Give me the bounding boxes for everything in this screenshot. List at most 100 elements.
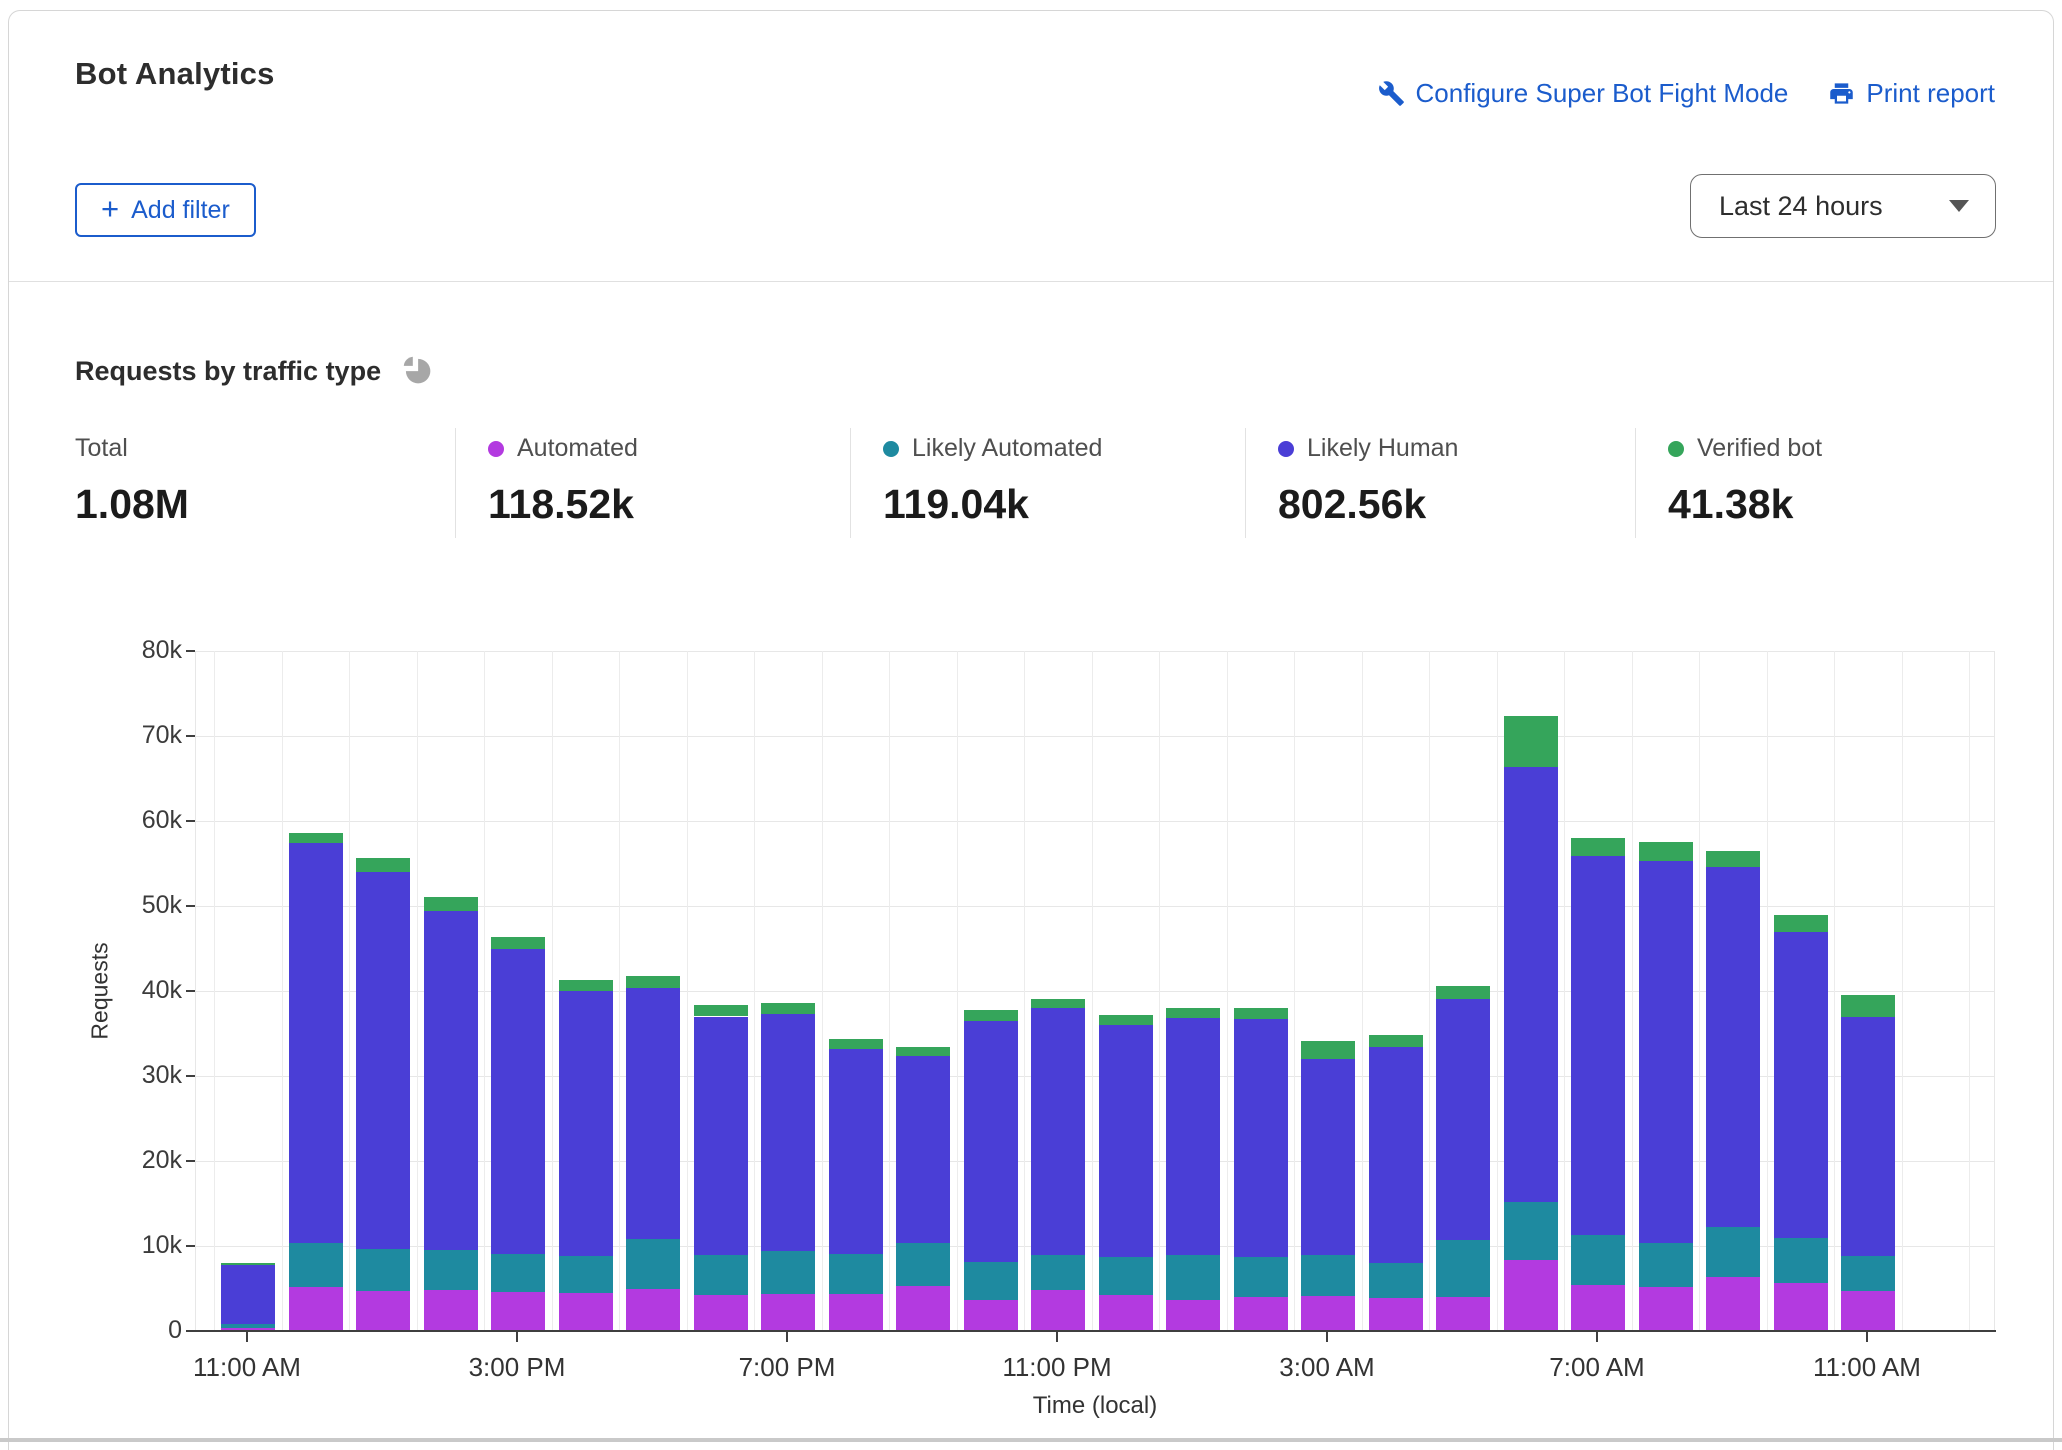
bar-segment-automated[interactable] <box>491 1292 545 1331</box>
bar-segment-automated[interactable] <box>424 1290 478 1331</box>
bar-segment-likely-human[interactable] <box>356 872 410 1249</box>
bar-segment-likely-automated[interactable] <box>491 1254 545 1292</box>
bar-segment-likely-human[interactable] <box>1234 1019 1288 1257</box>
bar-segment-verified-bot[interactable] <box>559 980 613 991</box>
bar-segment-verified-bot[interactable] <box>1166 1008 1220 1018</box>
bar-segment-automated[interactable] <box>1706 1277 1760 1331</box>
bar-segment-verified-bot[interactable] <box>221 1263 275 1265</box>
bar-segment-likely-human[interactable] <box>896 1056 950 1242</box>
bar-segment-likely-automated[interactable] <box>1706 1227 1760 1277</box>
bar-segment-automated[interactable] <box>761 1294 815 1331</box>
bar-segment-automated[interactable] <box>1639 1287 1693 1331</box>
bar-segment-likely-human[interactable] <box>1301 1059 1355 1255</box>
bar-segment-automated[interactable] <box>1504 1260 1558 1331</box>
bar-segment-verified-bot[interactable] <box>1234 1008 1288 1019</box>
bar-segment-likely-automated[interactable] <box>1436 1240 1490 1297</box>
bar-segment-likely-automated[interactable] <box>1774 1238 1828 1283</box>
time-range-select[interactable]: Last 24 hours <box>1690 174 1996 238</box>
bar-segment-likely-automated[interactable] <box>896 1243 950 1286</box>
bar-segment-likely-automated[interactable] <box>761 1251 815 1294</box>
bar-segment-automated[interactable] <box>1774 1283 1828 1331</box>
bar-segment-automated[interactable] <box>1369 1298 1423 1331</box>
bar-segment-verified-bot[interactable] <box>1706 851 1760 867</box>
bar-segment-verified-bot[interactable] <box>1841 995 1895 1016</box>
bar-segment-likely-human[interactable] <box>761 1014 815 1251</box>
bar-segment-verified-bot[interactable] <box>1031 999 1085 1008</box>
bar-segment-likely-human[interactable] <box>1774 932 1828 1238</box>
bar-segment-verified-bot[interactable] <box>1436 986 1490 999</box>
bar-segment-likely-human[interactable] <box>694 1017 748 1255</box>
bar-segment-likely-automated[interactable] <box>1234 1257 1288 1297</box>
bar-segment-automated[interactable] <box>1841 1291 1895 1331</box>
bar-segment-verified-bot[interactable] <box>289 833 343 843</box>
bar-segment-likely-human[interactable] <box>559 991 613 1256</box>
bar-segment-likely-human[interactable] <box>1099 1025 1153 1257</box>
bar-segment-likely-automated[interactable] <box>1571 1235 1625 1285</box>
bar-segment-verified-bot[interactable] <box>829 1039 883 1049</box>
bar-segment-likely-automated[interactable] <box>964 1262 1018 1299</box>
bar-segment-likely-human[interactable] <box>829 1049 883 1254</box>
bar-segment-verified-bot[interactable] <box>1504 716 1558 767</box>
bar-segment-likely-human[interactable] <box>1031 1008 1085 1255</box>
bar-segment-verified-bot[interactable] <box>356 858 410 872</box>
bar-segment-likely-automated[interactable] <box>1166 1255 1220 1299</box>
bar-segment-likely-automated[interactable] <box>221 1324 275 1327</box>
bar-segment-likely-automated[interactable] <box>559 1256 613 1293</box>
bar-segment-automated[interactable] <box>559 1293 613 1331</box>
bar-segment-automated[interactable] <box>964 1300 1018 1331</box>
bar-segment-likely-human[interactable] <box>626 988 680 1239</box>
bar-segment-automated[interactable] <box>1234 1297 1288 1331</box>
bar-segment-likely-automated[interactable] <box>829 1254 883 1295</box>
stat-column-automated[interactable]: Automated118.52k <box>455 428 850 538</box>
bar-segment-likely-human[interactable] <box>1639 861 1693 1243</box>
bar-segment-verified-bot[interactable] <box>1301 1041 1355 1059</box>
bar-segment-verified-bot[interactable] <box>491 937 545 949</box>
bar-segment-likely-automated[interactable] <box>356 1249 410 1291</box>
bar-segment-automated[interactable] <box>829 1294 883 1331</box>
bar-segment-likely-human[interactable] <box>1436 999 1490 1240</box>
bar-segment-verified-bot[interactable] <box>964 1010 1018 1021</box>
stat-column-total[interactable]: Total1.08M <box>75 428 455 538</box>
stat-column-likely-automated[interactable]: Likely Automated119.04k <box>850 428 1245 538</box>
bar-segment-likely-human[interactable] <box>221 1265 275 1325</box>
bar-segment-verified-bot[interactable] <box>896 1047 950 1056</box>
bar-segment-likely-automated[interactable] <box>694 1255 748 1296</box>
bar-segment-automated[interactable] <box>1166 1300 1220 1331</box>
bar-segment-verified-bot[interactable] <box>1099 1015 1153 1025</box>
bar-segment-likely-automated[interactable] <box>1099 1257 1153 1295</box>
bar-segment-likely-human[interactable] <box>1369 1047 1423 1263</box>
bar-segment-likely-human[interactable] <box>964 1021 1018 1262</box>
bar-segment-verified-bot[interactable] <box>1369 1035 1423 1047</box>
bar-segment-automated[interactable] <box>1301 1296 1355 1331</box>
bar-segment-verified-bot[interactable] <box>1571 838 1625 856</box>
bar-segment-verified-bot[interactable] <box>761 1003 815 1014</box>
bar-segment-verified-bot[interactable] <box>694 1005 748 1016</box>
bar-segment-verified-bot[interactable] <box>424 897 478 911</box>
stat-column-verified-bot[interactable]: Verified bot41.38k <box>1635 428 1965 538</box>
bar-segment-automated[interactable] <box>1436 1297 1490 1331</box>
bar-segment-likely-human[interactable] <box>1504 767 1558 1202</box>
bar-segment-automated[interactable] <box>626 1289 680 1331</box>
bar-segment-automated[interactable] <box>1031 1290 1085 1331</box>
bar-segment-likely-human[interactable] <box>289 843 343 1243</box>
bar-segment-likely-human[interactable] <box>1571 856 1625 1235</box>
bar-segment-likely-human[interactable] <box>1706 867 1760 1227</box>
bar-segment-automated[interactable] <box>1571 1285 1625 1331</box>
bar-segment-likely-automated[interactable] <box>1301 1255 1355 1296</box>
bar-segment-automated[interactable] <box>694 1295 748 1331</box>
bar-segment-likely-human[interactable] <box>1841 1017 1895 1257</box>
bar-segment-likely-automated[interactable] <box>1841 1256 1895 1291</box>
bar-segment-verified-bot[interactable] <box>626 976 680 989</box>
bar-segment-likely-automated[interactable] <box>1031 1255 1085 1290</box>
bar-segment-verified-bot[interactable] <box>1774 915 1828 933</box>
bar-segment-automated[interactable] <box>1099 1295 1153 1331</box>
bar-segment-automated[interactable] <box>356 1291 410 1331</box>
bar-segment-verified-bot[interactable] <box>1639 842 1693 861</box>
bar-segment-likely-automated[interactable] <box>1369 1263 1423 1298</box>
bar-segment-likely-automated[interactable] <box>1639 1243 1693 1287</box>
bar-segment-automated[interactable] <box>289 1287 343 1331</box>
stat-column-likely-human[interactable]: Likely Human802.56k <box>1245 428 1635 538</box>
bar-segment-automated[interactable] <box>896 1286 950 1331</box>
bar-segment-likely-human[interactable] <box>424 911 478 1250</box>
bar-segment-likely-human[interactable] <box>1166 1018 1220 1255</box>
